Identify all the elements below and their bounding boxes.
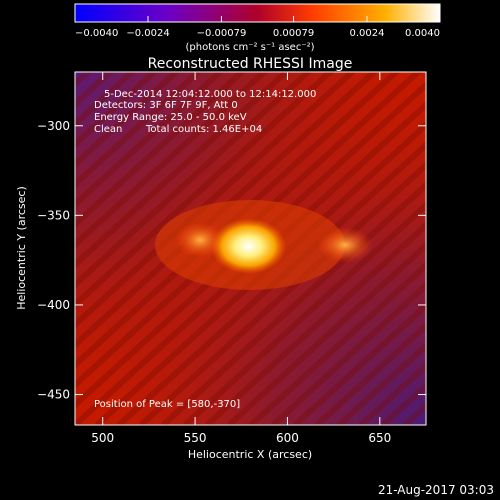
stripe bbox=[160, 181, 426, 425]
plot-frame bbox=[74, 71, 427, 426]
x-axis-ticks: 500 550 600 650 bbox=[91, 72, 391, 445]
colorbar-tick-label: 0.0024 bbox=[350, 28, 385, 39]
colorbar-tick-label: −0.0024 bbox=[126, 28, 169, 39]
stripe bbox=[75, 72, 247, 229]
footer-timestamp: 21-Aug-2017 03:03 bbox=[378, 483, 494, 497]
stripe bbox=[449, 42, 500, 425]
x-tick-label: 500 bbox=[91, 431, 114, 445]
annotation-energy: Energy Range: 25.0 - 50.0 keV bbox=[94, 112, 247, 123]
stripe bbox=[182, 201, 426, 425]
y-axis-label: Heliocentric Y (arcsec) bbox=[15, 186, 28, 310]
y-axis-ticks: −300 −350 −400 −450 bbox=[37, 119, 426, 402]
colorbar bbox=[74, 3, 441, 23]
colorbar-unit-label: (photons cm⁻² s⁻¹ asec⁻²) bbox=[185, 42, 314, 53]
stripe bbox=[314, 321, 426, 425]
annotation-detectors: Detectors: 3F 6F 7F 9F, Att 0 bbox=[94, 100, 238, 111]
stripe bbox=[248, 261, 426, 425]
stripe bbox=[75, 72, 137, 129]
stripe bbox=[204, 221, 426, 425]
x-axis-label: Heliocentric X (arcsec) bbox=[188, 448, 312, 461]
colorbar-tick-label: 0.0040 bbox=[405, 28, 440, 39]
annotation-total-counts: Total counts: 1.46E+04 bbox=[145, 124, 262, 135]
annotation-method: Clean bbox=[94, 124, 122, 135]
stripe bbox=[75, 72, 291, 269]
y-tick-label: −350 bbox=[37, 208, 70, 222]
stripe bbox=[471, 42, 500, 425]
y-tick-label: −450 bbox=[37, 388, 70, 402]
annotation-time-range: 5-Dec-2014 12:04:12.000 to 12:14:12.000 bbox=[104, 89, 316, 100]
y-tick-label: −300 bbox=[37, 119, 70, 133]
stripe bbox=[75, 72, 335, 309]
heatmap-image bbox=[0, 42, 500, 425]
stripe bbox=[493, 42, 500, 425]
x-tick-label: 600 bbox=[276, 431, 299, 445]
y-tick-label: −400 bbox=[37, 298, 70, 312]
stripe bbox=[75, 72, 225, 209]
stripe bbox=[75, 72, 203, 189]
secondary-source bbox=[317, 227, 373, 263]
colorbar-tick-label: 0.00079 bbox=[273, 28, 314, 39]
colorbar-tick-label: −0.00079 bbox=[197, 28, 247, 39]
chart-title: Reconstructed RHESSI Image bbox=[148, 56, 353, 72]
stripe bbox=[75, 72, 181, 169]
x-tick-label: 650 bbox=[368, 431, 391, 445]
stripe bbox=[0, 42, 77, 425]
stripe bbox=[75, 72, 269, 249]
annotation-peak-position: Position of Peak = [580,-370] bbox=[94, 399, 240, 410]
peak-source bbox=[210, 218, 287, 275]
stripe bbox=[75, 72, 313, 289]
stripe bbox=[270, 281, 426, 425]
x-tick-label: 550 bbox=[184, 431, 207, 445]
stripe bbox=[292, 301, 426, 425]
stripe bbox=[424, 421, 426, 424]
stripe bbox=[226, 241, 426, 425]
colorbar-ticks: −0.0040 −0.0024 −0.00079 0.00079 0.0024 0.004… bbox=[74, 16, 441, 39]
stripe bbox=[75, 72, 159, 149]
stripe bbox=[336, 341, 426, 425]
colorbar-tick-label: −0.0040 bbox=[75, 28, 118, 39]
